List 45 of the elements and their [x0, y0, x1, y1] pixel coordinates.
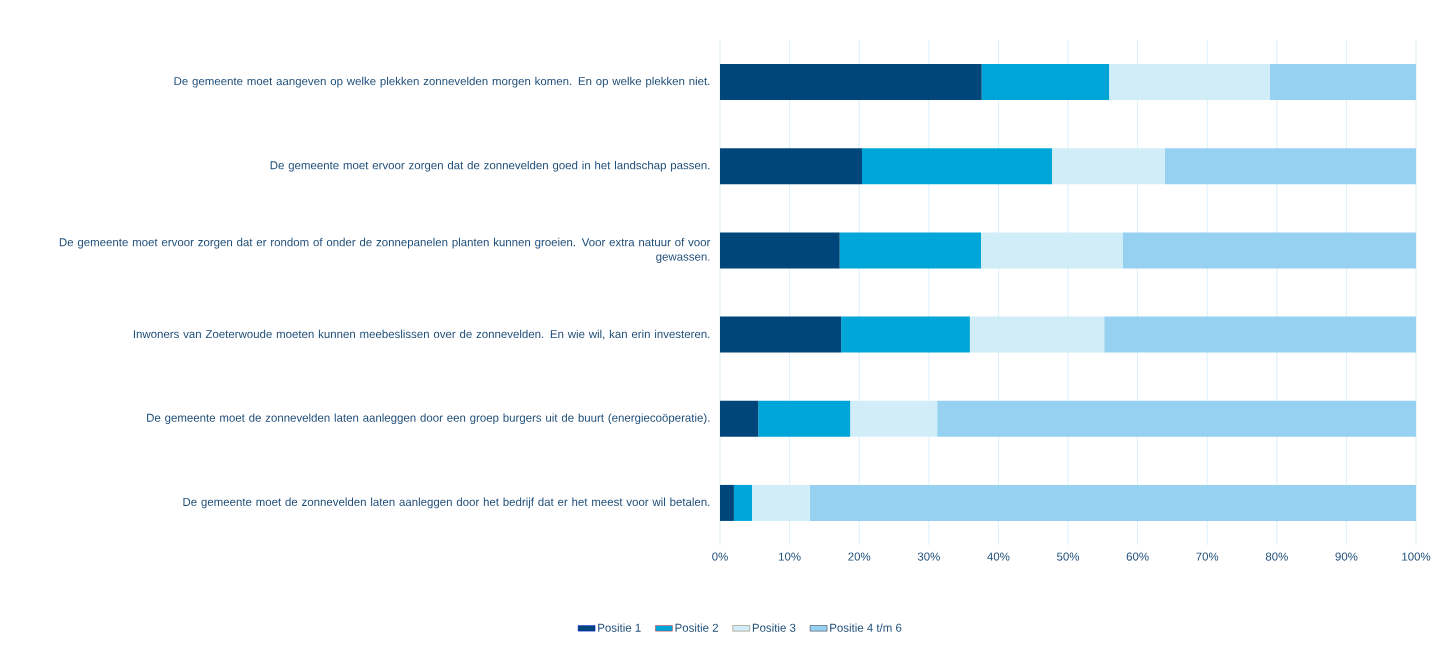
- bar: [720, 484, 734, 521]
- bar: [1269, 64, 1417, 101]
- legend-label: Positie 3: [752, 623, 796, 632]
- y-tick-label: De gemeente moet aangeven op welke plekken zonnevelden morgen komen. En op welke plekken niet.: [174, 76, 710, 88]
- bar: [981, 64, 1110, 101]
- bar: [937, 400, 1417, 437]
- x-tick-label: 40%: [987, 552, 1010, 561]
- y-tick-label: Inwoners van Zoeterwoude moeten kunnen meebeslissen over de zonnevelden. En wie wil, kan erin investeren.: [133, 329, 710, 340]
- bar: [841, 316, 970, 353]
- bar: [861, 148, 1052, 185]
- x-tick-label: 100%: [1402, 552, 1431, 561]
- bar: [1164, 148, 1417, 185]
- legend-label: Positie 1: [598, 623, 641, 632]
- bar: [720, 232, 840, 269]
- bar: [1052, 148, 1165, 185]
- bar: [720, 64, 982, 101]
- bar: [981, 232, 1123, 269]
- y-tick-label: De gemeente moet ervoor zorgen dat de zonnevelden goed in het landschap passen.: [270, 160, 710, 172]
- y-tick-label: De gemeente moet ervoor zorgen dat er rondom of onder de zonnepanelen planten kunnen groeien. Voor extra natuur of voor gewassen.: [59, 237, 711, 263]
- bar: [969, 316, 1105, 353]
- x-tick-label: 90%: [1335, 552, 1358, 561]
- bar: [720, 316, 842, 353]
- bar: [720, 148, 862, 185]
- bar: [809, 484, 1417, 521]
- x-tick-label: 50%: [1056, 552, 1080, 561]
- bar: [839, 232, 981, 269]
- bar: [850, 400, 938, 437]
- bar: [1109, 64, 1270, 101]
- x-tick-label: 30%: [917, 552, 940, 561]
- x-tick-label: 70%: [1196, 552, 1219, 561]
- bar: [720, 400, 759, 437]
- x-tick-label: 80%: [1265, 552, 1288, 561]
- x-tick-label: 60%: [1126, 552, 1149, 561]
- x-tick-label: 0%: [712, 552, 728, 561]
- legend-label: Positie 2: [675, 623, 718, 632]
- y-tick-label: De gemeente moet de zonnevelden laten aanleggen door een groep burgers uit de buurt (energiecoöperatie).: [147, 413, 710, 425]
- x-tick-label: 20%: [848, 552, 871, 561]
- bar: [758, 400, 851, 437]
- bar: [733, 484, 753, 521]
- legend-label: Positie 4 t/m 6: [830, 623, 902, 632]
- x-tick-label: 10%: [779, 552, 801, 561]
- y-tick-label: De gemeente moet de zonnevelden laten aanleggen door het bedrijf dat er het meest voor wil betalen.: [183, 497, 710, 509]
- bar: [1104, 316, 1417, 353]
- bar: [1122, 232, 1417, 269]
- bar: [752, 484, 810, 521]
